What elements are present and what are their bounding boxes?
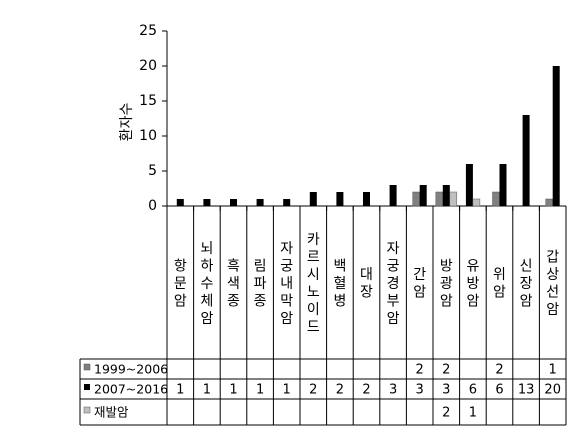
- bar-2: [309, 192, 317, 206]
- data-label: 1: [549, 363, 557, 378]
- legend-key-3: [83, 406, 91, 414]
- bar-2: [465, 164, 473, 206]
- data-label: 3: [416, 383, 424, 398]
- data-label: 13: [518, 383, 535, 398]
- y-tick-label: 0: [148, 198, 157, 214]
- bar-2: [442, 185, 450, 206]
- data-label: 2: [362, 383, 370, 398]
- bar-3: [449, 191, 458, 207]
- bar-2: [499, 164, 507, 206]
- bar-2: [256, 199, 264, 206]
- legend-key-2: [84, 384, 90, 390]
- y-tick-label: 10: [139, 128, 157, 144]
- bar-2: [389, 185, 397, 206]
- bar-2: [283, 199, 291, 206]
- bar-2: [230, 199, 237, 206]
- bar-2: [552, 66, 560, 206]
- data-label: 2: [442, 406, 450, 421]
- bar-1: [435, 191, 444, 207]
- bar-2: [176, 199, 184, 206]
- data-label: 1: [229, 383, 237, 398]
- data-label: 1: [203, 383, 211, 398]
- bar-1: [412, 191, 420, 207]
- data-label: 1: [256, 383, 264, 398]
- legend-key-1: [83, 363, 91, 371]
- data-label: 3: [442, 383, 450, 398]
- data-label: 2: [416, 363, 424, 378]
- y-tick-label: 20: [139, 58, 157, 74]
- legend-label-3: 재발암: [94, 405, 129, 420]
- bar-2: [419, 185, 427, 206]
- bar-1: [492, 191, 500, 207]
- data-label: 6: [469, 383, 477, 398]
- data-label: 1: [283, 383, 291, 398]
- data-label: 6: [495, 383, 503, 398]
- y-tick-label: 25: [139, 23, 157, 39]
- data-label: 2: [495, 363, 503, 378]
- bars: [176, 66, 560, 207]
- legend-label-2: 2007~2016: [94, 382, 168, 397]
- data-table: 항 문 암 뇌 하 수 체 암 흑 색 종 림 파 종 자 궁 내 막 암 카 르 시 노 이 드 백 혈 병 대 장 자 궁 경 부 암 간 암 방 광 암…: [79, 206, 567, 426]
- data-label: 20: [544, 383, 561, 398]
- y-axis-label: 환자수: [119, 103, 135, 142]
- data-label: 2: [336, 383, 344, 398]
- data-label: 2: [309, 383, 317, 398]
- bar-2: [363, 192, 370, 206]
- bar-2: [336, 192, 344, 206]
- data-label: 1: [176, 383, 184, 398]
- bar-2: [522, 115, 530, 206]
- bar-1: [545, 198, 553, 207]
- bar-3: [472, 198, 481, 207]
- legend-label-1: 1999~2006: [94, 362, 168, 377]
- data-label: 1: [469, 406, 477, 421]
- y-tick-label: 5: [148, 163, 157, 179]
- data-label: 3: [389, 383, 397, 398]
- y-tick-label: 15: [139, 93, 157, 109]
- data-label: 2: [442, 363, 450, 378]
- bar-2: [203, 199, 211, 206]
